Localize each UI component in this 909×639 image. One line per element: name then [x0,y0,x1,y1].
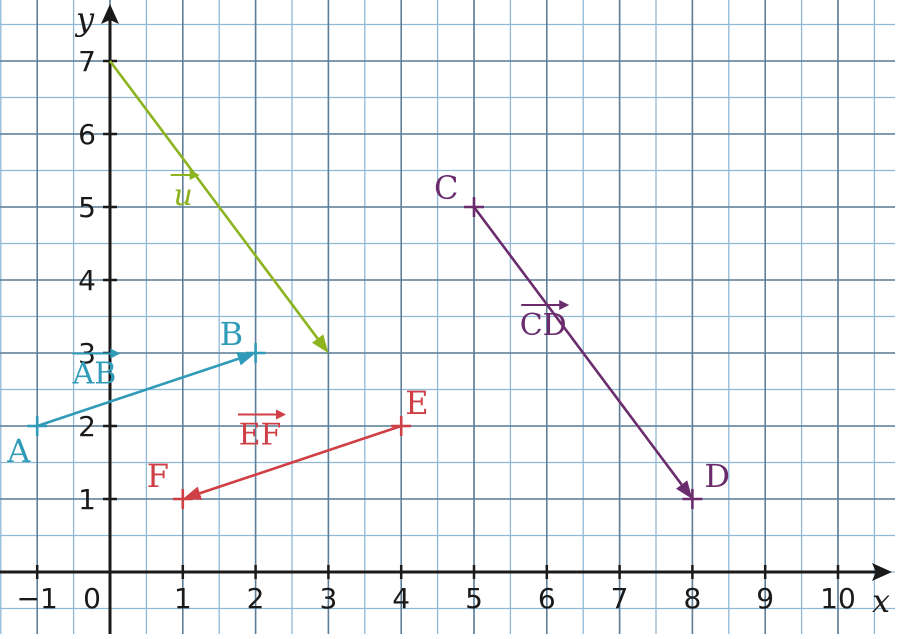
vector-AB-line [36,357,239,428]
x-tick-label: 1 [174,582,192,615]
vector-AB-arrowhead [236,352,256,366]
point-E-label: E [405,384,428,422]
point-F-label: F [147,457,169,495]
vector-u-label: u [174,178,193,213]
point-C-label: C [434,169,458,207]
vector-CD-arrowhead [676,480,693,499]
vector-u-line [108,60,319,340]
vector-AB-overbar-arrow [110,348,121,359]
vector-u-overbar-arrow [189,170,200,180]
vector-EF-label: EF [239,418,282,453]
y-tick-label: 4 [78,264,96,297]
x-tick-label: 0 [83,582,101,615]
vector-AB-label: AB [72,357,117,392]
x-tick-label: 6 [538,582,556,615]
grid [0,0,895,634]
x-tick-label: 4 [392,582,410,615]
y-tick-label: 5 [78,191,96,224]
x-tick-label: 3 [319,582,337,615]
y-tick-label: 7 [78,45,96,78]
vector-EF-line [199,424,402,495]
point-A-label: A [6,432,31,470]
vector-CD-line [472,206,683,486]
y-axis-label: y [74,0,95,38]
point-D-label: D [704,457,730,495]
point-B-label: B [220,315,244,353]
vector-CD-label: CD [520,308,567,343]
x-tick-label: 2 [247,582,265,615]
x-tick-label: 8 [683,582,701,615]
x-tick-label: 10 [820,582,856,615]
vector-EF-overbar-arrow [276,409,286,420]
x-tick-label: 7 [611,582,629,615]
y-tick-label: 2 [78,410,96,443]
axes: x y [0,0,892,634]
x-tick-label: 5 [465,582,483,615]
y-tick-label: 6 [78,118,96,151]
x-tick-label: −1 [17,582,58,615]
vector-CD-overbar-arrow [559,300,570,310]
x-axis-arrowhead [872,563,892,581]
x-tick-label: 9 [756,582,774,615]
vector-EF-arrowhead [182,486,203,500]
vector-u-arrowhead [312,334,329,353]
y-tick-label: 1 [78,483,96,516]
x-axis-label: x [872,582,890,620]
y-axis-arrowhead [101,4,119,24]
